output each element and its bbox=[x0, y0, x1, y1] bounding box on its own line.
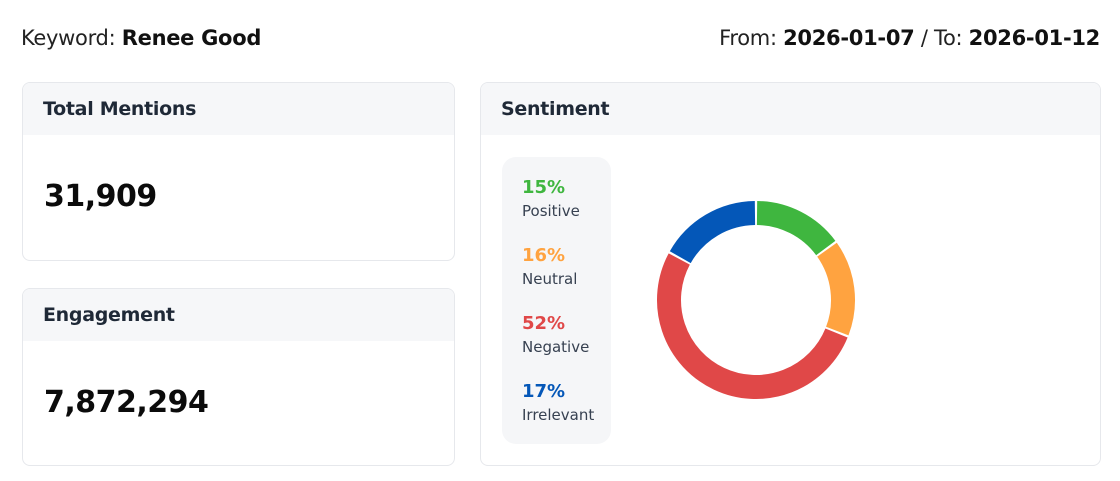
from-date: 2026-01-07 bbox=[783, 26, 915, 50]
legend-item-negative: 52% Negative bbox=[522, 313, 611, 381]
legend-percent: 16% bbox=[522, 245, 566, 266]
total-mentions-card: Total Mentions 31,909 bbox=[22, 82, 455, 261]
sentiment-donut-chart bbox=[657, 201, 855, 399]
total-mentions-value: 31,909 bbox=[44, 179, 157, 214]
legend-item-irrelevant: 17% Irrelevant bbox=[522, 381, 611, 449]
legend-percent: 17% bbox=[522, 381, 566, 402]
keyword-value: Renee Good bbox=[121, 26, 262, 50]
donut-slice-negative bbox=[657, 253, 848, 399]
donut-slice-neutral bbox=[816, 242, 855, 336]
engagement-value: 7,872,294 bbox=[44, 385, 209, 420]
engagement-card: Engagement 7,872,294 bbox=[22, 288, 455, 466]
donut-slice-positive bbox=[756, 201, 836, 256]
card-title: Total Mentions bbox=[23, 83, 454, 135]
sentiment-card: Sentiment 15% Positive 16% Neutral 52% Negati… bbox=[480, 82, 1101, 466]
to-date: 2026-01-12 bbox=[968, 26, 1101, 50]
date-range: From: 2026-01-07 / To: 2026-01-12 bbox=[719, 26, 1100, 50]
legend-item-positive: 15% Positive bbox=[522, 177, 611, 245]
legend-label: Neutral bbox=[522, 270, 578, 288]
legend-label: Positive bbox=[522, 202, 580, 220]
to-caption: / To: bbox=[920, 26, 963, 50]
legend-label: Irrelevant bbox=[522, 406, 595, 424]
card-title: Sentiment bbox=[481, 83, 1100, 135]
legend-percent: 15% bbox=[522, 177, 566, 198]
from-caption: From: bbox=[719, 26, 777, 50]
keyword-caption: Keyword: bbox=[21, 26, 116, 50]
legend-label: Negative bbox=[522, 338, 590, 356]
sentiment-legend: 15% Positive 16% Neutral 52% Negative 17% Irrel… bbox=[502, 157, 611, 444]
card-title: Engagement bbox=[23, 289, 454, 341]
keyword-label: Keyword: Renee Good bbox=[21, 26, 261, 50]
legend-item-neutral: 16% Neutral bbox=[522, 245, 611, 313]
donut-slice-irrelevant bbox=[669, 201, 756, 264]
legend-percent: 52% bbox=[522, 313, 566, 334]
